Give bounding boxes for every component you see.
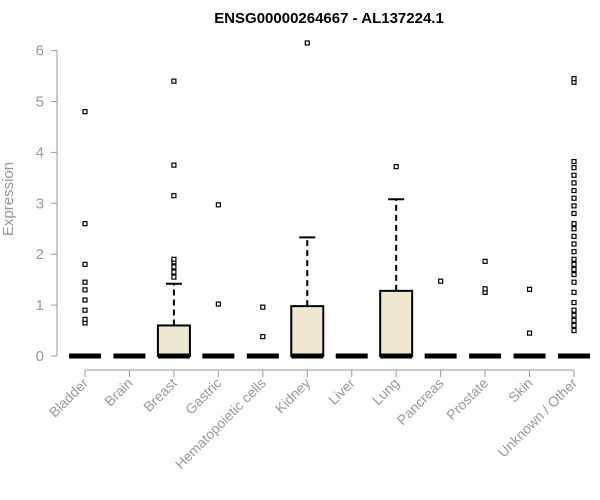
outlier-point <box>82 109 88 115</box>
outlier-point <box>260 304 266 310</box>
x-tick-label: Brain <box>101 375 135 409</box>
outlier-point <box>171 78 177 84</box>
outlier-point <box>215 301 221 307</box>
chart-title: ENSG00000264667 - AL137224.1 <box>214 10 444 27</box>
outlier-point <box>571 158 577 165</box>
x-tick-label: Pancreas <box>394 375 447 428</box>
outlier-point <box>571 165 577 171</box>
box-group <box>513 286 546 359</box>
outlier-point <box>171 193 177 199</box>
x-tick-label: Gastric <box>182 375 225 418</box>
x-tick-label: Breast <box>140 375 180 415</box>
outlier-point <box>571 266 577 273</box>
outlier-point <box>482 286 488 292</box>
box-group <box>69 109 101 359</box>
outlier-point <box>571 249 577 255</box>
outlier-point <box>571 226 577 232</box>
y-tick-label: 4 <box>36 144 44 161</box>
outlier-point <box>82 279 88 285</box>
outlier-point <box>571 195 577 201</box>
y-tick-label: 1 <box>36 297 44 314</box>
box-group <box>156 78 191 359</box>
outlier-point <box>571 299 577 306</box>
outlier-point <box>571 322 577 329</box>
y-tick-label: 3 <box>36 195 44 212</box>
outlier-point <box>82 316 88 322</box>
outlier-point <box>571 187 577 194</box>
box-iqr <box>290 305 325 358</box>
x-tick-label: Prostate <box>443 375 491 423</box>
outlier-point <box>82 261 88 267</box>
outlier-point <box>571 327 577 334</box>
y-axis: 0 1 2 3 4 5 6 <box>36 43 58 365</box>
outlier-point <box>304 40 310 46</box>
outlier-point <box>393 164 399 170</box>
outlier-point <box>571 241 577 247</box>
outlier-point <box>82 307 88 313</box>
outlier-point <box>171 274 177 280</box>
outlier-point <box>171 256 177 262</box>
box-group <box>469 258 502 359</box>
outlier-point <box>571 203 577 209</box>
outlier-point <box>171 269 177 275</box>
x-tick-label: Bladder <box>46 375 92 421</box>
outlier-point <box>571 289 577 295</box>
outlier-point <box>571 180 577 186</box>
boxes <box>69 40 590 359</box>
x-tick-label: Lung <box>369 375 402 408</box>
outlier-point <box>82 297 88 303</box>
outlier-point <box>571 210 577 217</box>
outlier-point <box>438 278 444 284</box>
box-group <box>558 75 590 359</box>
outlier-point <box>571 233 577 239</box>
outlier-point <box>571 221 577 227</box>
outlier-point <box>571 307 577 313</box>
outlier-point <box>215 202 221 208</box>
outlier-point <box>260 334 266 340</box>
outlier-point <box>571 317 577 323</box>
y-axis-label: Expression <box>0 162 17 236</box>
y-tick-label: 5 <box>36 94 44 111</box>
box-iqr <box>156 324 191 357</box>
box-group <box>379 164 414 359</box>
outlier-point <box>171 162 177 168</box>
outlier-point <box>482 258 488 264</box>
outlier-point <box>526 330 533 336</box>
x-tick-label: Skin <box>505 375 536 406</box>
y-tick-label: 2 <box>36 246 44 263</box>
box-group <box>424 278 457 359</box>
outlier-point <box>571 75 577 82</box>
y-tick-label: 6 <box>36 43 44 60</box>
box-group <box>246 304 279 359</box>
x-tick-label: Unknown / Other <box>495 375 581 461</box>
box-group <box>202 202 235 359</box>
outlier-point <box>526 286 533 292</box>
outlier-point <box>82 287 88 293</box>
box-group <box>290 40 325 359</box>
x-tick-label: Kidney <box>272 375 314 417</box>
outlier-point <box>571 312 577 318</box>
outlier-point <box>571 279 577 285</box>
outlier-point <box>571 271 577 278</box>
x-tick-label: Liver <box>325 375 358 408</box>
box-iqr <box>379 289 414 357</box>
outlier-point <box>571 256 577 262</box>
outlier-point <box>171 264 177 270</box>
outlier-point <box>571 172 577 178</box>
outlier-point <box>82 221 88 227</box>
y-tick-label: 0 <box>36 348 44 365</box>
outlier-point <box>571 261 577 267</box>
